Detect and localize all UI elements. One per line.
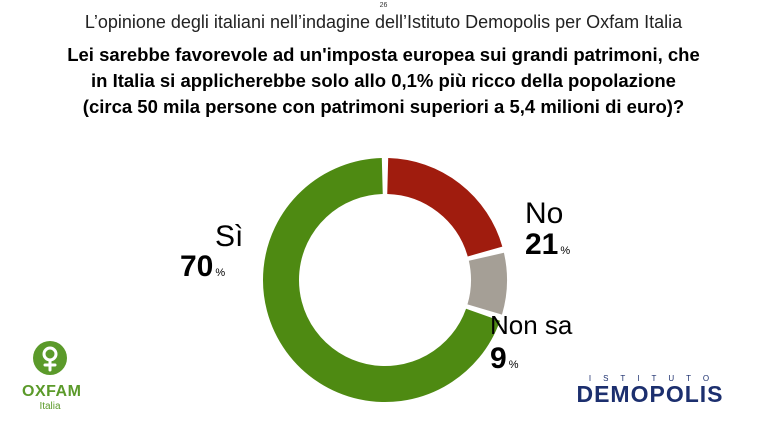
slice-si [263, 158, 500, 402]
demopolis-main: DEMOPOLIS [576, 381, 724, 407]
slice-non-sa [467, 252, 507, 315]
value-no-number: 21 [525, 228, 559, 261]
survey-question: Lei sarebbe favorevole ad un'imposta eur… [30, 42, 737, 120]
value-non-sa-number: 9 [490, 342, 507, 375]
question-line-1: Lei sarebbe favorevole ad un'imposta eur… [67, 44, 700, 65]
demopolis-logo: ISTITUTO DEMOPOLIS [560, 374, 740, 407]
demopolis-top: ISTITUTO [588, 374, 722, 383]
label-non-sa: Non sa [490, 310, 573, 340]
value-no-unit: % [560, 245, 571, 257]
oxfam-sub: Italia [39, 401, 61, 412]
value-non-sa: 9% [490, 342, 518, 376]
value-si-unit: % [215, 267, 226, 279]
page-number: 26 [379, 2, 388, 9]
question-line-2: in Italia si applicherebbe solo allo 0,1… [91, 70, 676, 91]
value-non-sa-unit: % [508, 359, 519, 371]
question-line-3: (circa 50 mila persone con patrimoni sup… [82, 96, 685, 117]
value-si-number: 70 [180, 250, 214, 283]
oxfam-emblem-icon [33, 341, 67, 375]
value-si: 70% [180, 250, 225, 284]
survey-subtitle: L’opinione degli italiani nell’indagine … [84, 12, 683, 32]
label-si: Sì [215, 220, 244, 253]
value-no: 21% [525, 228, 570, 262]
oxfam-word: OXFAM [22, 383, 82, 400]
oxfam-logo: OXFAM Italia [22, 340, 82, 412]
slice-no [386, 158, 503, 258]
donut-chart [263, 158, 507, 402]
label-no: No [525, 197, 564, 230]
